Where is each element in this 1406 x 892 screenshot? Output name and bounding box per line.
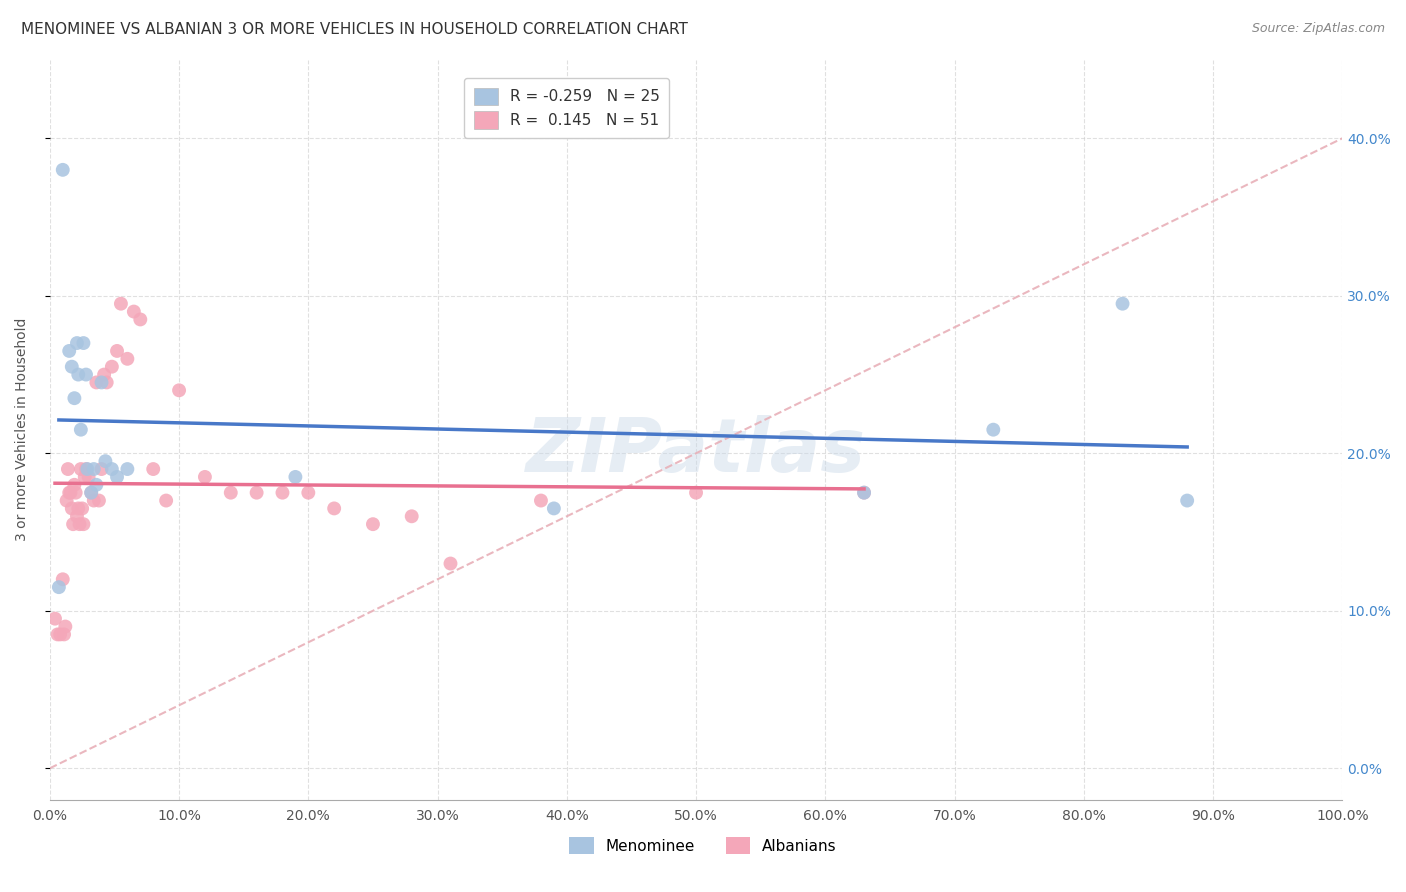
Point [246,485,269,500]
Point [86,477,108,491]
Point [685,485,707,500]
Point [93,368,115,382]
Point [853,485,876,500]
Point [46,627,69,641]
Point [60,359,83,374]
Text: MENOMINEE VS ALBANIAN 3 OR MORE VEHICLES IN HOUSEHOLD CORRELATION CHART: MENOMINEE VS ALBANIAN 3 OR MORE VEHICLES… [21,22,688,37]
Point [63,477,86,491]
Point [65,485,87,500]
Point [72,336,94,351]
Legend: Menominee, Albanians: Menominee, Albanians [561,830,845,862]
Point [981,423,1004,437]
Point [439,557,461,571]
Point [90,376,112,390]
Point [1175,493,1198,508]
Point [52,162,75,177]
Point [110,296,132,310]
Point [853,485,876,500]
Point [58,485,80,500]
Point [70,423,93,437]
Point [62,517,84,532]
Point [86,376,108,390]
Point [142,462,165,476]
Point [105,470,128,484]
Point [70,501,93,516]
Text: Source: ZipAtlas.com: Source: ZipAtlas.com [1251,22,1385,36]
Point [55,493,77,508]
Point [194,470,217,484]
Point [101,359,124,374]
Point [83,462,105,476]
Point [53,627,76,641]
Point [530,493,553,508]
Y-axis label: 3 or more Vehicles in Household: 3 or more Vehicles in Household [15,318,30,541]
Point [297,485,319,500]
Point [543,501,565,516]
Point [129,312,152,326]
Point [49,627,72,641]
Point [96,376,118,390]
Point [52,572,75,586]
Point [72,517,94,532]
Point [284,470,307,484]
Point [167,384,190,398]
Point [323,501,346,516]
Point [56,462,79,476]
Point [122,304,145,318]
Point [90,462,112,476]
Point [66,336,89,351]
Point [66,509,89,524]
Point [117,351,139,366]
Point [67,501,90,516]
Point [69,517,91,532]
Text: ZIPatlas: ZIPatlas [526,416,866,489]
Point [1111,296,1133,310]
Point [60,501,83,516]
Point [105,343,128,358]
Point [83,493,105,508]
Point [117,462,139,476]
Point [271,485,294,500]
Point [67,368,90,382]
Point [75,368,97,382]
Point [87,493,110,508]
Point [63,391,86,405]
Point [155,493,177,508]
Legend: R = -0.259   N = 25, R =  0.145   N = 51: R = -0.259 N = 25, R = 0.145 N = 51 [464,78,669,138]
Point [80,485,103,500]
Point [75,462,97,476]
Point [80,485,103,500]
Point [70,462,93,476]
Point [401,509,423,524]
Point [219,485,242,500]
Point [77,470,100,484]
Point [44,612,66,626]
Point [59,485,82,500]
Point [58,343,80,358]
Point [48,580,70,594]
Point [73,470,96,484]
Point [53,619,76,633]
Point [101,462,124,476]
Point [361,517,384,532]
Point [94,454,117,468]
Point [76,462,98,476]
